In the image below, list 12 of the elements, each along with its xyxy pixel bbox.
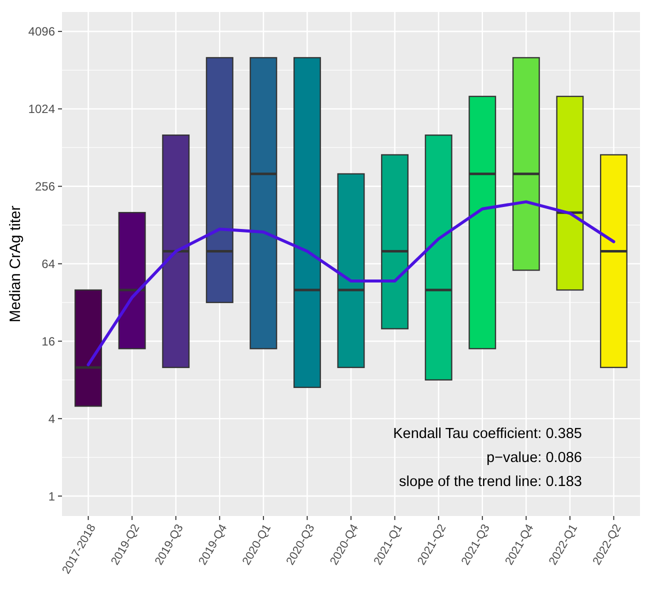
annotation: slope of the trend line: 0.183 — [399, 474, 582, 490]
annotation: Kendall Tau coefficient: 0.385 — [393, 426, 582, 442]
y-tick-label: 16 — [42, 334, 56, 348]
line-series — [86, 200, 616, 366]
y-tick-label: 1 — [48, 489, 56, 504]
y-tick-label: 4 — [48, 412, 56, 426]
y-tick-label: 256 — [34, 180, 56, 194]
y-tick-label: 1024 — [28, 102, 56, 116]
y-tick-label: 64 — [42, 256, 56, 271]
annotation: p−value: 0.086 — [486, 450, 582, 466]
y-axis-title: Median CrAg titer — [7, 206, 24, 322]
y-tick-label: 4096 — [28, 24, 56, 39]
